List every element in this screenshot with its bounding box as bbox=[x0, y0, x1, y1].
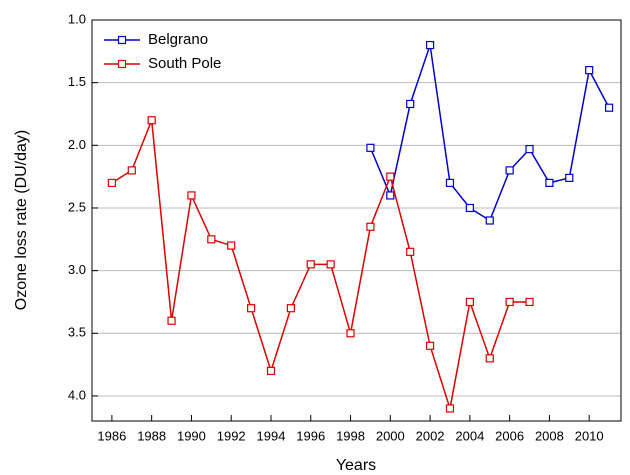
x-tick-label: 1990 bbox=[177, 428, 206, 443]
y-tick-label: 4.0 bbox=[68, 387, 86, 402]
marker bbox=[406, 99, 415, 109]
marker bbox=[167, 316, 176, 325]
y-tick-label: 2.5 bbox=[68, 199, 86, 214]
marker bbox=[386, 191, 395, 200]
legend-label: South Pole bbox=[148, 55, 221, 72]
series-line bbox=[369, 44, 610, 222]
marker bbox=[406, 247, 415, 256]
marker bbox=[545, 178, 554, 188]
marker bbox=[266, 366, 276, 375]
x-tick-label: 1988 bbox=[137, 428, 166, 443]
series-line bbox=[111, 119, 530, 409]
y-axis-title: Ozone loss rate (DU/day) bbox=[13, 130, 30, 311]
x-axis-title: Years bbox=[336, 457, 376, 474]
marker bbox=[306, 260, 315, 269]
x-tick-label: 1994 bbox=[257, 428, 286, 443]
marker bbox=[505, 297, 514, 307]
marker bbox=[425, 341, 435, 350]
marker bbox=[127, 166, 136, 175]
legend-label: Belgrano bbox=[148, 31, 208, 48]
marker bbox=[445, 404, 455, 413]
y-tick-label: 1.5 bbox=[68, 74, 86, 89]
x-tick-label: 2004 bbox=[455, 428, 484, 443]
marker bbox=[525, 297, 534, 307]
marker bbox=[425, 40, 435, 50]
marker bbox=[107, 178, 116, 188]
marker bbox=[187, 191, 196, 200]
x-tick-label: 2002 bbox=[416, 428, 445, 443]
marker bbox=[604, 103, 614, 112]
marker bbox=[286, 304, 295, 313]
marker bbox=[505, 166, 514, 175]
y-tick-label: 2.0 bbox=[68, 137, 86, 152]
marker bbox=[565, 173, 574, 182]
marker bbox=[585, 66, 594, 75]
marker bbox=[326, 260, 335, 269]
legend-marker bbox=[117, 59, 127, 69]
y-tick-label: 3.0 bbox=[68, 262, 86, 277]
marker bbox=[485, 216, 494, 225]
marker bbox=[445, 178, 455, 188]
marker bbox=[366, 143, 375, 152]
x-tick-label: 2010 bbox=[575, 428, 604, 443]
y-tick-label: 3.5 bbox=[68, 325, 86, 340]
legend-marker bbox=[117, 35, 127, 45]
x-tick-label: 1996 bbox=[296, 428, 325, 443]
x-tick-label: 1992 bbox=[217, 428, 246, 443]
x-tick-label: 2008 bbox=[535, 428, 564, 443]
marker bbox=[346, 329, 355, 338]
marker bbox=[465, 203, 474, 213]
marker bbox=[525, 144, 534, 154]
marker bbox=[207, 235, 216, 244]
marker bbox=[147, 116, 156, 125]
marker bbox=[366, 222, 375, 231]
x-tick-label: 2006 bbox=[495, 428, 524, 443]
x-tick-label: 1998 bbox=[336, 428, 365, 443]
plot-frame bbox=[91, 19, 622, 422]
x-tick-label: 1986 bbox=[97, 428, 126, 443]
marker bbox=[465, 297, 474, 307]
marker bbox=[227, 241, 236, 250]
x-tick-label: 2000 bbox=[376, 428, 405, 443]
marker bbox=[485, 354, 494, 363]
marker bbox=[386, 172, 395, 181]
marker bbox=[246, 304, 256, 313]
y-tick-label: 1.0 bbox=[68, 11, 86, 26]
